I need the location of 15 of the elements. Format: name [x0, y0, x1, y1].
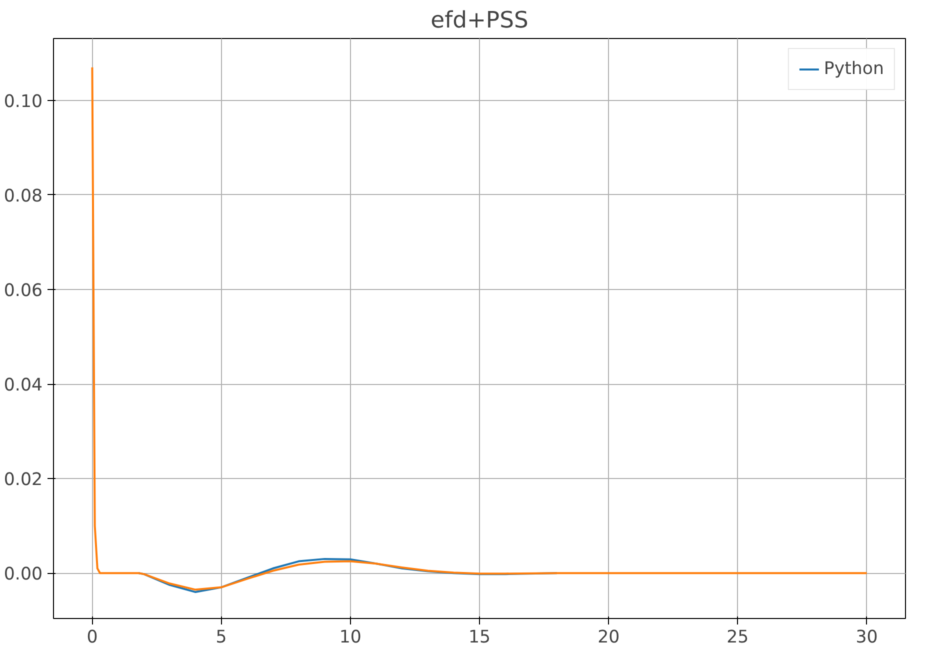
legend-label: Python [824, 59, 884, 79]
y-tick-label: 0.06 [4, 281, 43, 301]
x-tick-label: 15 [468, 628, 491, 648]
x-tick-label: 20 [598, 628, 620, 648]
x-tick-label: 25 [726, 628, 749, 648]
x-tick-label: 30 [856, 628, 878, 648]
x-tick-label: 10 [339, 628, 362, 648]
y-tick-label: 0.02 [4, 470, 43, 490]
y-tick-label: 0.08 [4, 186, 43, 206]
y-tick-label: 0.10 [4, 92, 43, 112]
y-tick-label: 0.04 [4, 376, 43, 396]
y-tick-label: 0.00 [4, 564, 43, 585]
x-tick-label: 5 [216, 628, 227, 648]
chart-title: efd+PSS [430, 8, 528, 34]
x-tick-label: 0 [86, 628, 98, 648]
